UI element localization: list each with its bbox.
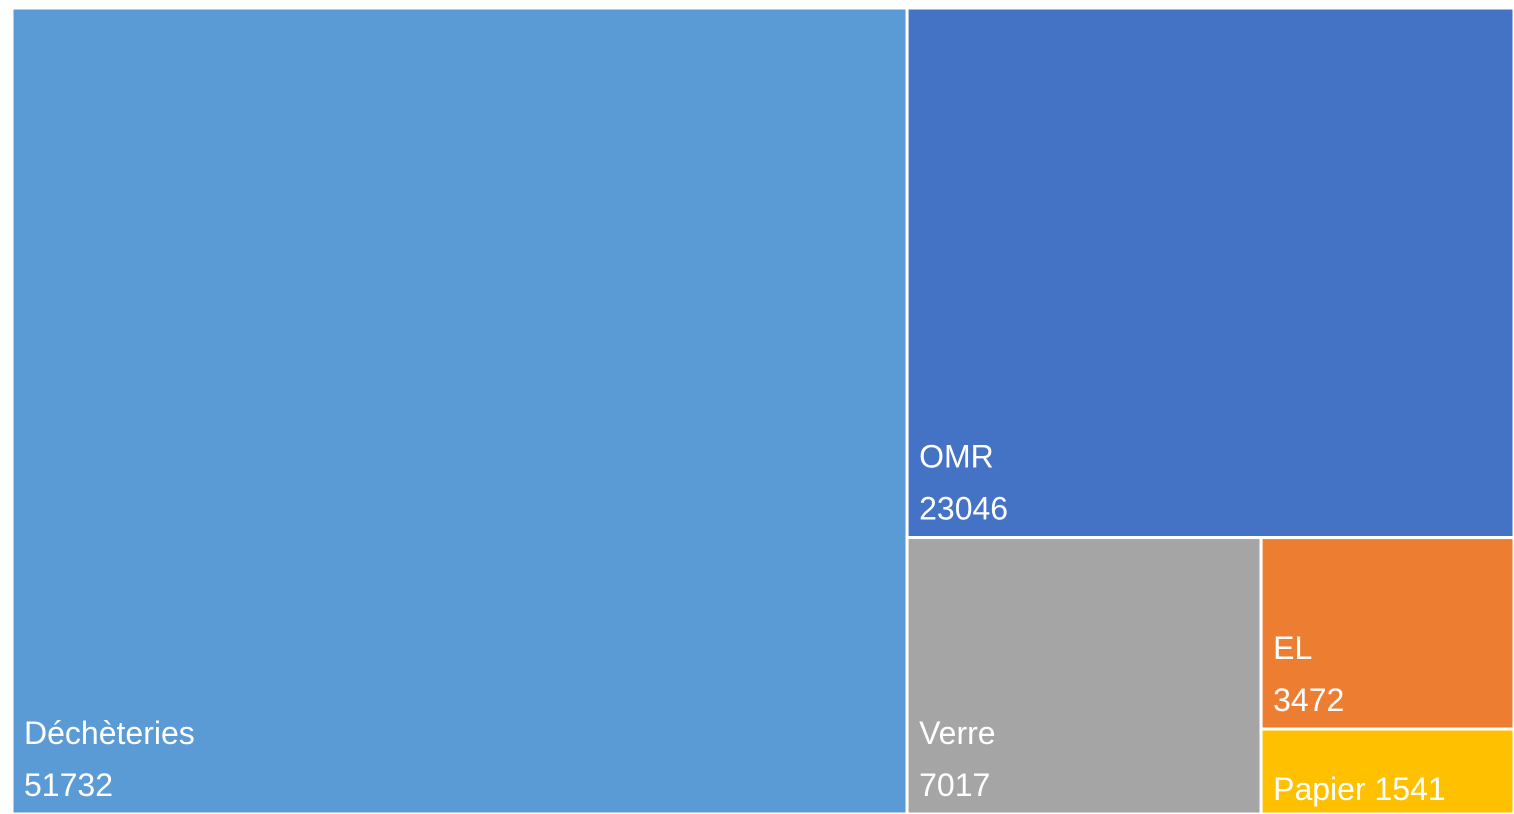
- treemap-tile: [1259, 727, 1514, 814]
- category-label: Déchèteries: [24, 715, 195, 751]
- treemap-tile: [905, 6, 1514, 540]
- value-label: 1541: [1374, 771, 1445, 807]
- tile-label: Papier 1541: [1273, 771, 1446, 807]
- treemap-tile: [10, 6, 909, 814]
- value-label: 23046: [919, 491, 1008, 527]
- treemap-tile: [905, 536, 1263, 814]
- treemap-tile: [1259, 536, 1514, 731]
- category-label: EL: [1273, 630, 1312, 666]
- category-label: OMR: [919, 439, 994, 475]
- value-label: 51732: [24, 767, 113, 803]
- category-label: Verre: [919, 715, 995, 751]
- category-label: Papier: [1273, 771, 1366, 807]
- value-label: 3472: [1273, 682, 1344, 718]
- value-label: 7017: [919, 767, 990, 803]
